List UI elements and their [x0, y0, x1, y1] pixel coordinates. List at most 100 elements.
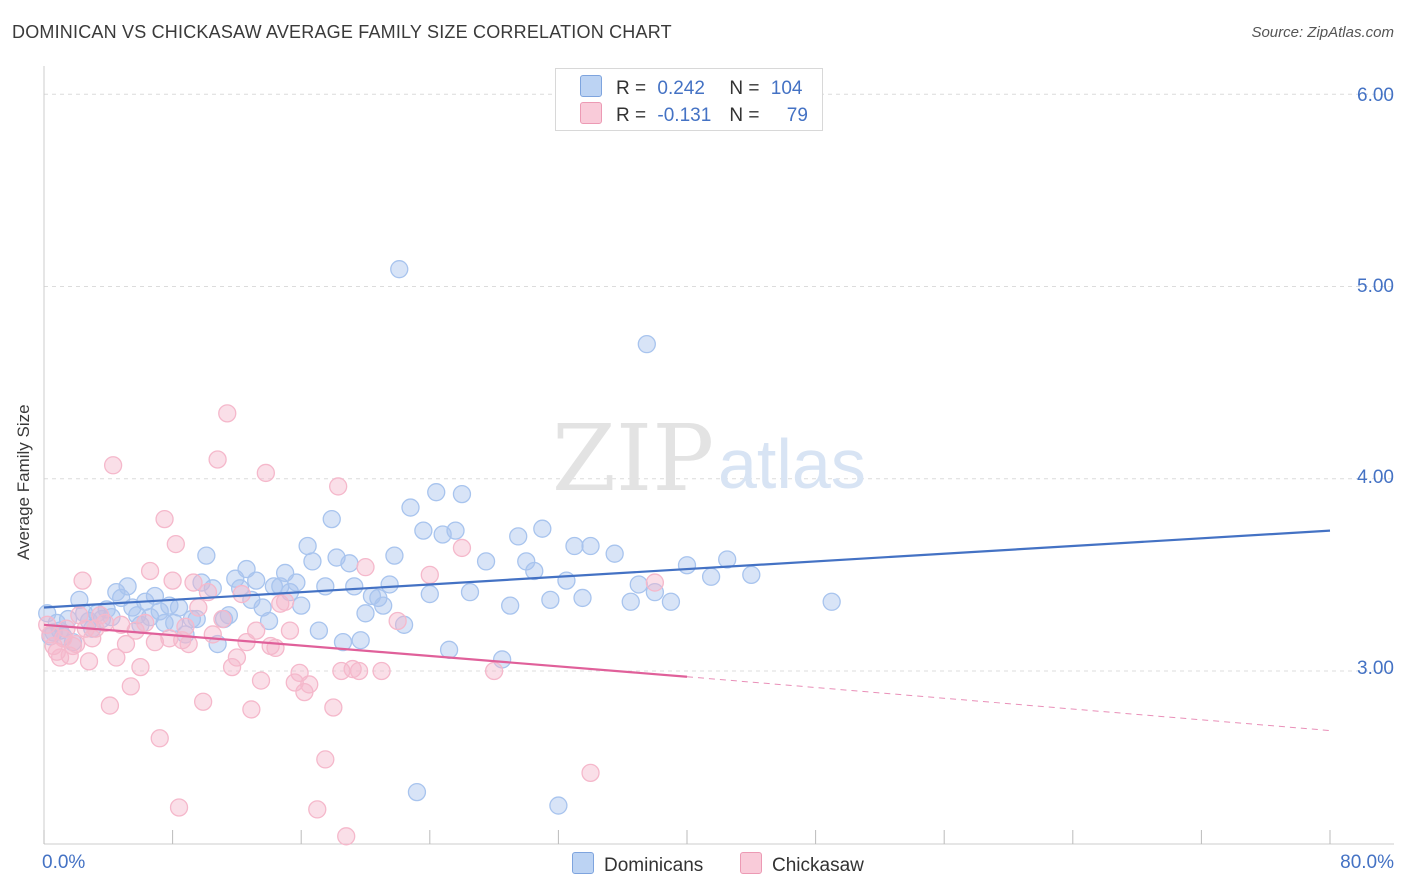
legend-item-dominicans[interactable]: Dominicans	[572, 852, 703, 877]
dominican-point	[287, 573, 306, 592]
chickasaw-point	[208, 450, 227, 469]
legend-swatch-chickasaw	[580, 102, 602, 124]
dominican-point	[414, 521, 433, 540]
dominican-point	[309, 621, 329, 640]
dominican-point	[259, 611, 279, 631]
chickasaw-point	[140, 561, 160, 581]
dominican-point	[501, 596, 520, 615]
dominican-point	[197, 546, 216, 565]
chickasaw-point	[116, 634, 136, 654]
chickasaw-point	[285, 673, 304, 692]
dominican-point	[298, 536, 317, 556]
legend-item-chickasaw[interactable]: Chickasaw	[740, 852, 864, 877]
legend-n-label: N =	[729, 78, 760, 99]
dominican-point	[533, 519, 552, 538]
legend-swatch-dominicans	[580, 75, 602, 97]
legend-r-label: R =	[616, 105, 647, 126]
chickasaw-point	[184, 573, 203, 592]
dominican-point	[573, 588, 592, 608]
legend-r-value: -0.131	[657, 105, 712, 126]
dominican-point	[621, 592, 640, 611]
legend-swatch-chickasaw	[740, 852, 762, 874]
legend-n-label: N =	[729, 105, 760, 126]
dominican-point	[605, 544, 624, 563]
dominican-point	[549, 796, 568, 815]
dominican-point	[476, 552, 496, 571]
legend-r-value: 0.242	[657, 78, 705, 99]
chickasaw-point	[103, 456, 123, 475]
legend-n-value: 79	[786, 105, 808, 126]
axes	[43, 66, 1394, 845]
dominican-point	[446, 521, 465, 540]
chickasaw-point	[349, 661, 369, 681]
dominican-point	[407, 782, 427, 802]
x-tick-min: 0.0%	[42, 852, 86, 873]
chickasaw-point	[107, 648, 126, 667]
chickasaw-point	[79, 652, 99, 671]
chickasaw-point	[131, 657, 150, 677]
chickasaw-point	[247, 621, 266, 640]
chickasaw-point	[67, 634, 86, 654]
chickasaw-point	[166, 534, 185, 554]
chickasaw-point	[337, 827, 356, 846]
dominican-point	[509, 527, 528, 546]
dominican-point	[401, 498, 420, 517]
chickasaw-point	[645, 573, 664, 592]
dominican-point	[629, 575, 648, 594]
y-tick-6: 6.00	[1357, 85, 1394, 106]
dominicans-points	[38, 260, 841, 815]
chickasaw-point	[60, 646, 79, 665]
chickasaw-trend-extension	[686, 676, 1331, 732]
chickasaw-point	[155, 509, 174, 529]
legend-row-dominicans: R = 0.242 N = 104	[580, 75, 802, 99]
chickasaw-points	[38, 404, 664, 846]
dominican-point	[439, 640, 459, 659]
chickasaw-point	[136, 613, 155, 633]
dominican-point	[356, 604, 375, 623]
chickasaw-point	[242, 700, 261, 719]
chickasaw-point	[222, 657, 242, 677]
dominican-point	[661, 592, 681, 611]
legend-r-label: R =	[616, 78, 647, 99]
chickasaw-point	[329, 477, 348, 496]
dominican-point	[581, 536, 600, 556]
chickasaw-point	[256, 463, 275, 483]
watermark-atlas: atlas	[718, 425, 866, 503]
dominican-point	[677, 556, 697, 575]
dominican-point	[565, 536, 584, 556]
dominican-point	[247, 571, 266, 590]
dominican-point	[701, 567, 721, 586]
chickasaw-point	[251, 671, 271, 690]
dominican-point	[645, 583, 664, 602]
dominican-point	[150, 602, 169, 621]
chickasaw-point	[275, 592, 295, 611]
correlation-legend: R = 0.242 N = 104 R = -0.131 N = 79	[555, 68, 823, 131]
dominican-point	[303, 552, 322, 571]
chickasaw-point	[484, 661, 504, 681]
chickasaw-point	[169, 798, 189, 817]
dominican-point	[525, 561, 544, 581]
chickasaw-point	[63, 636, 83, 656]
chickasaw-point	[189, 598, 208, 617]
dominican-point	[340, 554, 359, 573]
chickasaw-point	[356, 558, 375, 577]
chickasaw-point	[163, 571, 182, 590]
chickasaw-point	[95, 613, 115, 633]
chickasaw-point	[343, 659, 362, 679]
dominican-point	[380, 575, 399, 594]
chickasaw-point	[193, 692, 213, 711]
legend-label-chickasaw: Chickasaw	[772, 855, 864, 876]
y-tick-3: 3.00	[1357, 658, 1394, 679]
chickasaw-point	[324, 698, 343, 717]
dominican-point	[374, 596, 393, 615]
dominican-point	[541, 590, 560, 609]
dominican-point	[390, 260, 409, 279]
chickasaw-trend-line	[43, 623, 688, 678]
legend-row-chickasaw: R = -0.131 N = 79	[580, 102, 808, 126]
chickasaw-point	[57, 619, 76, 638]
chickasaw-point	[176, 617, 195, 636]
chickasaw-point	[73, 571, 92, 590]
chickasaw-point	[452, 538, 472, 558]
dominican-point	[385, 546, 404, 565]
dominican-point	[316, 577, 335, 596]
